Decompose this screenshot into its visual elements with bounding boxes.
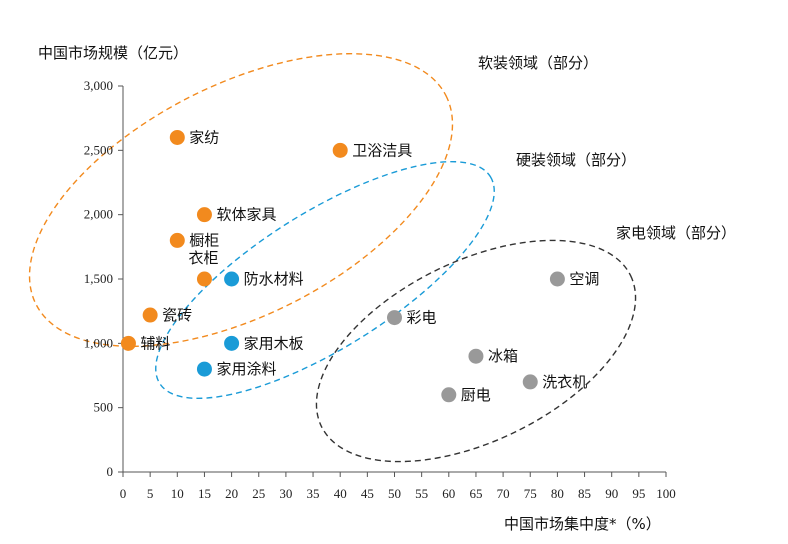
x-tick-label: 5 xyxy=(147,486,154,501)
data-point xyxy=(224,271,240,287)
data-point-label: 辅料 xyxy=(140,334,170,352)
group-title-hard: 硬装领域（部分） xyxy=(516,151,636,169)
data-point-label: 家纺 xyxy=(189,128,219,146)
data-point-label: 卫浴洁具 xyxy=(352,141,412,159)
x-tick-label: 80 xyxy=(551,486,564,501)
y-tick-label: 500 xyxy=(94,400,114,415)
data-point xyxy=(169,232,185,248)
data-point-label: 瓷砖 xyxy=(162,306,192,324)
x-tick-label: 65 xyxy=(469,486,482,501)
data-point xyxy=(196,271,212,287)
x-tick-label: 55 xyxy=(415,486,428,501)
x-tick-label: 100 xyxy=(656,486,676,501)
data-point xyxy=(120,335,136,351)
data-point-label: 家用木板 xyxy=(244,334,304,352)
data-point xyxy=(387,310,402,326)
y-tick-label: 3,000 xyxy=(84,78,113,93)
x-tick-label: 15 xyxy=(198,486,211,501)
data-point xyxy=(224,335,240,351)
y-tick-label: 2,500 xyxy=(84,142,113,157)
x-tick-label: 30 xyxy=(279,486,292,501)
x-tick-label: 0 xyxy=(120,486,127,501)
x-tick-label: 35 xyxy=(307,486,320,501)
y-tick-label: 1,500 xyxy=(84,271,113,286)
data-point-label: 冰箱 xyxy=(488,347,518,365)
y-tick-label: 2,000 xyxy=(84,207,113,222)
y-axis-title: 中国市场规模（亿元） xyxy=(38,44,188,62)
x-tick-label: 90 xyxy=(605,486,618,501)
data-point-label: 厨电 xyxy=(461,386,491,404)
data-point xyxy=(549,271,565,287)
x-tick-label: 40 xyxy=(334,486,347,501)
data-point xyxy=(196,207,212,223)
data-point-label: 衣柜 xyxy=(188,249,218,267)
data-point-label: 家用涂料 xyxy=(216,360,276,378)
data-point xyxy=(468,348,484,364)
x-tick-label: 10 xyxy=(171,486,184,501)
group-title-appliance: 家电领域（部分） xyxy=(616,224,736,242)
data-point-label: 洗衣机 xyxy=(542,373,587,391)
data-point-label: 软体家具 xyxy=(216,206,276,224)
data-point xyxy=(332,142,348,158)
data-point xyxy=(142,307,158,323)
x-tick-label: 75 xyxy=(524,486,537,501)
soft-decor-ellipse xyxy=(28,53,454,347)
hard-decor-ellipse xyxy=(155,160,495,400)
x-tick-label: 70 xyxy=(497,486,510,501)
axes: 0 500 1,000 1,500 2,000 2,500 3,000 0 5 10 15 20 25 3… xyxy=(84,78,676,501)
data-point-label: 防水材料 xyxy=(244,270,304,288)
data-point xyxy=(169,129,185,145)
x-tick-label: 85 xyxy=(578,486,591,501)
data-point-label: 空调 xyxy=(569,270,599,288)
group-title-soft: 软装领域（部分） xyxy=(478,54,598,72)
y-tick-label: 0 xyxy=(107,464,114,479)
data-point-label: 彩电 xyxy=(407,309,437,327)
x-tick-label: 50 xyxy=(388,486,401,501)
data-point xyxy=(196,361,212,377)
data-point xyxy=(441,387,457,403)
data-point xyxy=(522,374,538,390)
y-tick-label: 1,000 xyxy=(84,335,113,350)
x-tick-label: 25 xyxy=(252,486,265,501)
x-tick-label: 45 xyxy=(361,486,374,501)
x-tick-label: 60 xyxy=(442,486,455,501)
x-tick-label: 95 xyxy=(632,486,645,501)
x-tick-label: 20 xyxy=(225,486,238,501)
group-ellipses xyxy=(28,53,637,463)
appliance-ellipse xyxy=(315,239,637,463)
x-axis-title: 中国市场集中度*（%） xyxy=(504,515,661,533)
data-point-label: 橱柜 xyxy=(189,231,219,249)
